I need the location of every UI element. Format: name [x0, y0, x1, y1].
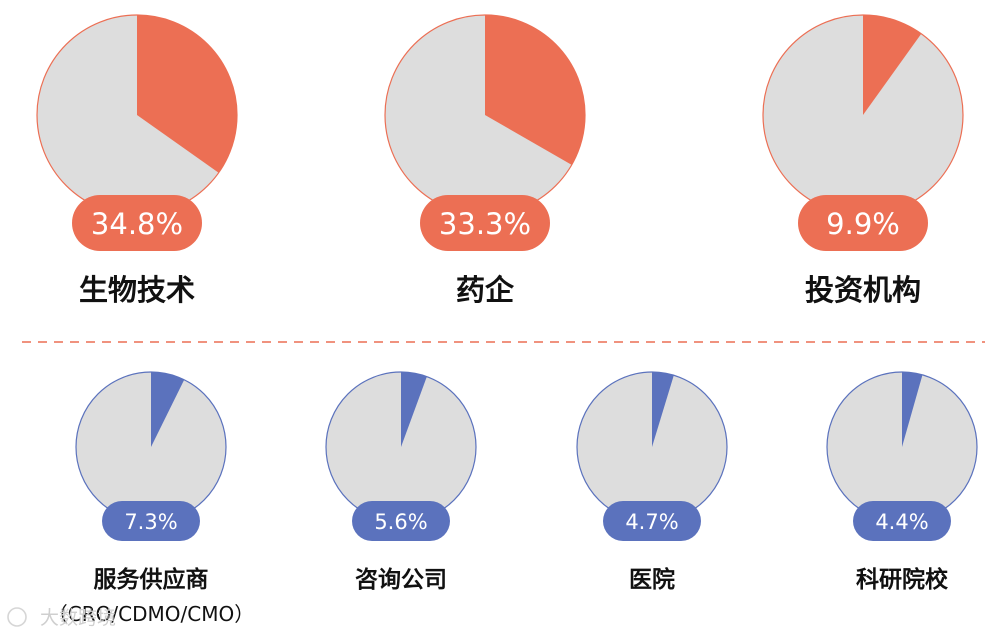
category-label: 服务供应商 — [94, 566, 209, 593]
percentage-label: 33.3% — [439, 207, 531, 241]
pie-value-slice — [485, 15, 585, 165]
pie-value-slice — [137, 15, 237, 173]
category-label: 医院 — [629, 566, 675, 593]
category-sublabel: （CRO/CDMO/CMO） — [48, 602, 254, 626]
category-label: 药企 — [456, 273, 515, 307]
percentage-label: 34.8% — [91, 207, 183, 241]
pie-value-slice — [401, 372, 427, 447]
watermark-text: 大数跨境 — [40, 607, 116, 629]
watermark-logo-icon — [7, 607, 27, 627]
percentage-badge — [72, 195, 202, 251]
pie-chart-4: 7.3% 服务供应商 （CRO/CDMO/CMO） — [48, 371, 254, 626]
percentage-badge — [798, 195, 928, 251]
percentage-badge — [102, 501, 200, 541]
percentage-badge — [603, 501, 701, 541]
pie-chart-5: 5.6% 咨询公司 — [325, 371, 477, 593]
percentage-label: 4.7% — [625, 510, 678, 534]
percentage-label: 4.4% — [875, 510, 928, 534]
pie-charts-group: 34.8% 生物技术 33.3% 药企 9.9% 投资机构 7.3% 服务供应商 （CRO/CD… — [36, 14, 978, 626]
category-label: 咨询公司 — [355, 566, 447, 593]
pie-chart-6: 4.7% 医院 — [576, 371, 728, 593]
pie-value-slice — [863, 15, 922, 115]
percentage-label: 5.6% — [374, 510, 427, 534]
pie-value-slice — [151, 372, 185, 447]
watermark: 大数跨境 — [7, 607, 116, 629]
percentage-label: 9.9% — [826, 207, 900, 241]
pie-value-slice — [902, 372, 923, 447]
pie-value-slice — [652, 372, 674, 447]
pie-chart-7: 4.4% 科研院校 — [826, 371, 978, 593]
percentage-label: 7.3% — [124, 510, 177, 534]
category-label: 生物技术 — [79, 273, 195, 307]
pie-chart-1: 34.8% 生物技术 — [36, 14, 238, 307]
percentage-badge — [420, 195, 550, 251]
category-label: 投资机构 — [805, 273, 921, 307]
pie-chart-2: 33.3% 药企 — [384, 14, 586, 307]
category-label: 科研院校 — [856, 566, 949, 593]
pie-chart-3: 9.9% 投资机构 — [762, 14, 964, 307]
percentage-badge — [352, 501, 450, 541]
percentage-badge — [853, 501, 951, 541]
